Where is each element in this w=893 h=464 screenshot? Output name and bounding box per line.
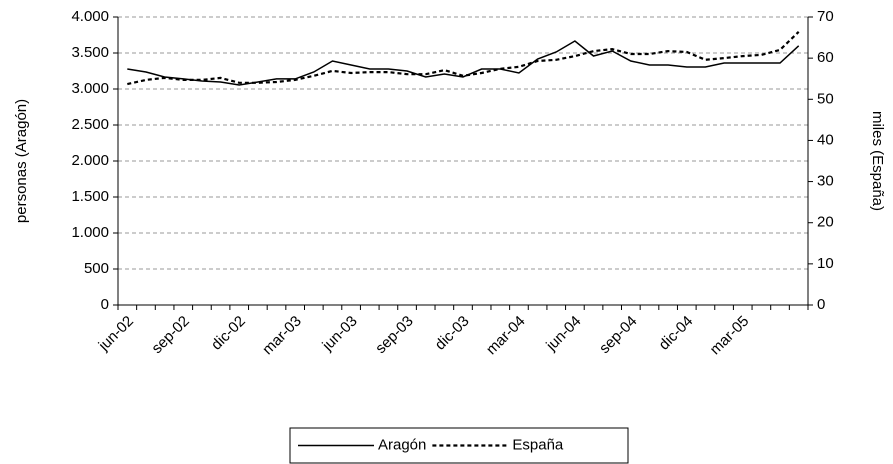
x-tick-label: jun-04: [542, 313, 584, 355]
series-line: [127, 31, 800, 86]
y-tick-label: 500: [84, 260, 109, 277]
x-tick-label: sep-02: [148, 313, 192, 357]
legend-label: Aragón: [378, 436, 426, 453]
y-tick-label: 3.500: [71, 44, 109, 61]
y-tick-label: 3.000: [71, 80, 109, 97]
x-tick-label: mar-03: [259, 313, 305, 359]
x-tick-label: jun-02: [95, 313, 137, 355]
x-tick-label: sep-04: [596, 313, 640, 357]
y-tick-label: 2.500: [71, 116, 109, 133]
legend-label: España: [512, 436, 564, 453]
y2-tick-label: 50: [817, 90, 834, 107]
y-tick-label: 0: [101, 296, 109, 313]
y2-tick-label: 20: [817, 214, 834, 231]
series-line: [127, 40, 800, 86]
y2-tick-label: 0: [817, 296, 825, 313]
y2-tick-label: 30: [817, 173, 834, 190]
x-tick-label: mar-05: [707, 313, 753, 359]
y-axis-title: personas (Aragón): [13, 99, 30, 223]
y2-tick-label: 70: [817, 8, 834, 25]
x-tick-label: dic-04: [656, 313, 697, 354]
x-tick-label: mar-04: [483, 313, 529, 359]
y-tick-label: 2.000: [71, 152, 109, 169]
y-tick-label: 1.500: [71, 188, 109, 205]
x-tick-label: dic-03: [432, 313, 473, 354]
y-tick-label: 4.000: [71, 8, 109, 25]
y2-axis-title: miles (España): [869, 111, 886, 211]
y2-tick-label: 60: [817, 49, 834, 66]
legend: Aragón España: [289, 427, 629, 464]
x-tick-label: jun-03: [319, 313, 361, 355]
y2-tick-label: 40: [817, 131, 834, 148]
y-tick-label: 1.000: [71, 224, 109, 241]
x-tick-label: dic-02: [208, 313, 249, 354]
x-tick-label: sep-03: [372, 313, 416, 357]
y2-tick-label: 10: [817, 255, 834, 272]
